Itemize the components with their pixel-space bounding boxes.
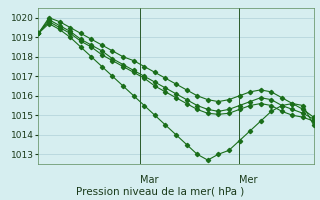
Text: Mar: Mar (140, 175, 159, 185)
Text: Pression niveau de la mer( hPa ): Pression niveau de la mer( hPa ) (76, 186, 244, 196)
Text: Mer: Mer (239, 175, 258, 185)
